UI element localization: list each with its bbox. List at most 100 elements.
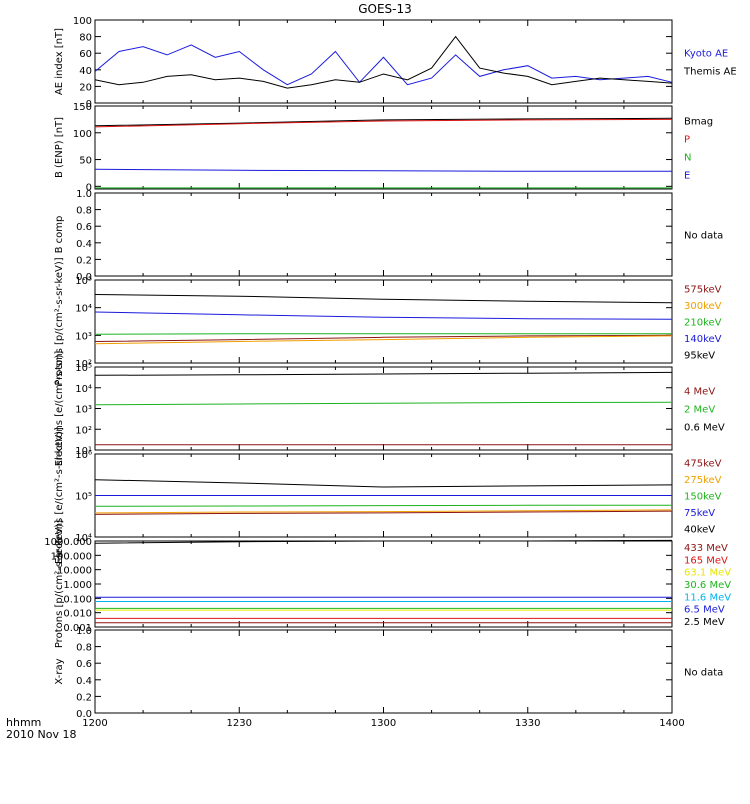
legend-label: 140keV <box>684 334 722 345</box>
x-tick-label: 1200 <box>82 718 107 729</box>
no-data-label: No data <box>684 231 723 242</box>
y-axis-label: AE index [nT] <box>54 28 65 95</box>
y-tick-label: 0.8 <box>76 643 92 654</box>
x-tick-label: 1330 <box>515 718 540 729</box>
y-tick-label: 100 <box>73 129 92 140</box>
series-line <box>94 504 672 507</box>
legend-label: 575keV <box>684 284 722 295</box>
series-line <box>94 510 673 515</box>
plot-title: GOES-13 <box>358 2 412 16</box>
legend-label: 63.1 MeV <box>684 568 731 579</box>
y-tick-label: 60 <box>79 49 92 60</box>
footer-hhmm: hhmm <box>6 716 41 729</box>
panel-6: 10⁴ 10⁵ 10⁶ Electrons [e/(cm²-s-sr-keV)] 475… <box>54 427 722 564</box>
legend-label: Bmag <box>684 117 713 128</box>
y-tick-label: 0.0 <box>76 272 92 283</box>
legend-label: 6.5 MeV <box>684 605 725 616</box>
series-line <box>94 479 673 488</box>
y-tick-label: 10⁵ <box>75 363 92 374</box>
legend-label: Kyoto AE <box>684 49 728 60</box>
y-tick-label: 0 <box>86 182 92 193</box>
y-tick-label: 0.010 <box>63 609 92 620</box>
series-line <box>94 117 673 127</box>
y-tick-label: 0.2 <box>76 692 92 703</box>
y-tick-label: 1.0 <box>76 626 92 637</box>
legend-label: 2 MeV <box>684 405 715 416</box>
panel-frame <box>94 366 673 451</box>
legend-label: P <box>684 135 690 146</box>
y-tick-label: 10³ <box>75 331 92 342</box>
y-tick-label: 0.0 <box>76 709 92 720</box>
panel-frame <box>94 629 673 714</box>
series-line <box>94 334 673 342</box>
y-axis-label: X-ray <box>54 658 65 684</box>
y-tick-label: 80 <box>79 33 92 44</box>
legend-label: 0.6 MeV <box>684 423 725 434</box>
y-tick-label: 0.4 <box>76 239 92 250</box>
y-tick-label: 0.8 <box>76 206 92 217</box>
legend-label: N <box>684 153 691 164</box>
legend-label: 475keV <box>684 458 722 469</box>
y-tick-label: 1.000 <box>63 580 92 591</box>
legend-label: E <box>684 171 690 182</box>
y-tick-label: 0 <box>86 99 92 110</box>
y-tick-label: 20 <box>79 82 92 93</box>
y-axis-label: Electrons [e/(cm²-s-sr-keV)] <box>54 427 65 564</box>
series-line <box>94 371 673 376</box>
y-tick-label: 100 <box>73 16 92 27</box>
y-tick-label: 150 <box>73 102 92 113</box>
panel-5: 10¹ 10² 10³ 10⁴ 10⁵ Electrons [e/(cm²-s-sr)] 4… <box>54 351 725 467</box>
y-tick-label: 40 <box>79 66 92 77</box>
y-tick-label: 10¹ <box>75 446 92 457</box>
x-tick-label: 1400 <box>659 718 684 729</box>
y-tick-label: 10⁴ <box>75 384 92 395</box>
panel-frame <box>94 192 673 277</box>
legend-label: 150keV <box>684 492 722 503</box>
y-tick-label: 100.000 <box>51 551 92 562</box>
panel-1: 0 20 40 60 80 100 AE index [nT] Kyoto AE Themis … <box>54 16 737 110</box>
legend-label: 95keV <box>684 351 715 362</box>
x-tick-label: 1300 <box>371 718 396 729</box>
panel-3: 0.0 0.2 0.4 0.6 0.8 1.0 B comp No data <box>54 189 723 283</box>
x-tick-label: 1230 <box>227 718 252 729</box>
panel-frame <box>94 279 673 364</box>
legend-label: 210keV <box>684 318 722 329</box>
series-line <box>94 509 673 514</box>
y-tick-label: 10.000 <box>57 566 92 577</box>
y-tick-label: 1000.000 <box>44 537 92 548</box>
series-line <box>94 294 673 304</box>
y-axis-label: Electrons [e/(cm²-s-sr)] <box>54 351 65 467</box>
series-line <box>94 335 673 345</box>
series-line <box>94 333 672 335</box>
y-tick-label: 10³ <box>75 405 92 416</box>
y-tick-label: 10² <box>75 359 92 370</box>
y-tick-label: 10⁴ <box>75 304 92 315</box>
legend-label: 4 MeV <box>684 387 715 398</box>
y-axis-label: B (ENP) [nT] <box>54 117 65 178</box>
footer-date: 2010 Nov 18 <box>6 728 76 741</box>
y-tick-label: 0.4 <box>76 676 92 687</box>
y-tick-label: 0.100 <box>63 594 92 605</box>
no-data-label: No data <box>684 668 723 679</box>
panel-8: 0.0 0.2 0.4 0.6 0.8 1.0 X-ray No data <box>54 626 723 720</box>
legend-label: 2.5 MeV <box>684 617 725 628</box>
y-tick-label: 10² <box>75 425 92 436</box>
panel-frame <box>94 540 673 628</box>
series-line <box>94 311 673 320</box>
series-line <box>94 539 673 544</box>
y-tick-label: 1.0 <box>76 189 92 200</box>
y-tick-label: 0.6 <box>76 659 92 670</box>
y-axis-label: Protons [p/(cm²-s-sr-keV)] <box>54 520 65 648</box>
panel-4: 10² 10³ 10⁴ 10⁵ Protons [p/(cm²-s-sr-keV)] 57… <box>54 257 722 385</box>
legend-label: 30.6 MeV <box>684 580 731 591</box>
panel-7: 0.001 0.010 0.100 1.000 10.000 100.000 1000.00… <box>44 520 731 648</box>
series-line <box>94 118 673 128</box>
y-tick-label: 0.001 <box>63 623 92 634</box>
y-axis-label: Protons [p/(cm²-s-sr-keV)] <box>54 257 65 385</box>
y-tick-label: 10⁵ <box>75 492 92 503</box>
y-tick-label: 10⁵ <box>75 276 92 287</box>
panel-2: 0 50 100 150 B (ENP) [nT] Bmag PNE <box>54 102 713 193</box>
panel-frame <box>94 19 673 104</box>
legend-label: 275keV <box>684 475 722 486</box>
legend-label: 165 MeV <box>684 555 728 566</box>
